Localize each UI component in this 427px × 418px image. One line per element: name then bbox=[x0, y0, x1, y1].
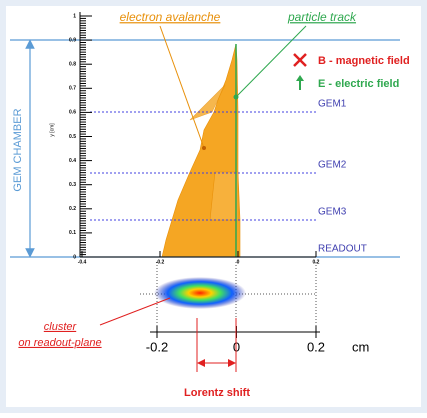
unit-label: cm bbox=[352, 339, 369, 354]
x-tick-label: -0.4 bbox=[78, 259, 87, 265]
readout-label: READOUT bbox=[318, 244, 367, 255]
y-tick-label: 1 bbox=[73, 13, 76, 19]
readout-plane-label: on readout-plane bbox=[18, 337, 101, 349]
e-field-label: E - electric field bbox=[318, 78, 399, 90]
lower-tick-label: 0.2 bbox=[307, 339, 325, 354]
gem3-label: GEM3 bbox=[318, 207, 347, 218]
x-tick-label: 0.2 bbox=[313, 259, 320, 265]
b-field-icon bbox=[293, 53, 307, 67]
y-tick-label: 0.3 bbox=[69, 182, 76, 188]
gem2-label: GEM2 bbox=[318, 160, 347, 171]
y-tick-label: 0.6 bbox=[69, 110, 76, 116]
cluster-heatmap bbox=[154, 277, 246, 309]
track-pointer bbox=[235, 25, 307, 98]
y-tick-label: 0.1 bbox=[69, 230, 76, 236]
b-field-label: B - magnetic field bbox=[318, 55, 410, 67]
cluster-label: cluster bbox=[44, 321, 78, 333]
y-tick-label: 0.4 bbox=[69, 158, 76, 164]
track-label: particle track bbox=[287, 10, 357, 24]
avalanche-label: electron avalanche bbox=[120, 10, 221, 24]
avalanche-dot bbox=[202, 146, 206, 150]
e-field-icon bbox=[296, 75, 304, 90]
cluster-pointer bbox=[99, 297, 171, 326]
y-tick-label: 0.9 bbox=[69, 37, 76, 43]
y-tick-label: 0.8 bbox=[69, 62, 76, 68]
gem1-label: GEM1 bbox=[318, 99, 347, 110]
y-tick-label: 0 bbox=[73, 254, 76, 260]
upper-axes bbox=[79, 12, 317, 258]
track-dot bbox=[233, 94, 239, 100]
y-axis-title: y [cm] bbox=[49, 123, 55, 137]
x-tick-label: 0 bbox=[237, 259, 240, 265]
lower-tick-label: -0.2 bbox=[146, 339, 168, 354]
y-tick-label: 0.5 bbox=[69, 134, 76, 140]
chamber-label: GEM CHAMBER bbox=[12, 108, 24, 191]
y-tick-label: 0.7 bbox=[69, 86, 76, 92]
y-tick-label: 0.2 bbox=[69, 206, 76, 212]
lorentz-shift-label: Lorentz shift bbox=[184, 387, 250, 399]
avalanche-pointer bbox=[159, 25, 205, 149]
x-tick-label: -0.2 bbox=[156, 259, 165, 265]
